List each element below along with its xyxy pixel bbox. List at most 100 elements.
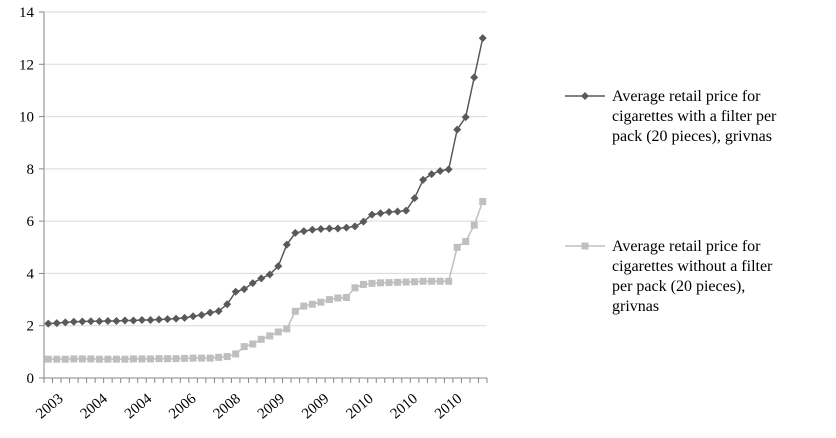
- data-point-marker: [189, 312, 198, 321]
- x-tick-label: 2004: [122, 390, 156, 422]
- data-point-marker: [308, 225, 317, 234]
- data-point-marker: [394, 278, 402, 286]
- series-2: [44, 198, 487, 363]
- data-point-marker: [436, 277, 444, 285]
- y-tick-label: 2: [27, 319, 35, 335]
- axes: [39, 11, 488, 383]
- data-point-marker: [78, 317, 87, 326]
- data-point-marker: [266, 332, 274, 340]
- data-point-marker: [316, 224, 325, 233]
- data-point-marker: [351, 284, 359, 292]
- data-point-marker: [249, 340, 257, 348]
- legend-label: cigarettes with a filter per: [612, 108, 777, 125]
- data-point-marker: [462, 238, 470, 246]
- data-point-marker: [367, 210, 376, 219]
- y-tick-label: 0: [27, 371, 35, 387]
- data-point-marker: [180, 313, 189, 322]
- data-point-marker: [61, 355, 69, 363]
- data-point-marker: [214, 307, 223, 316]
- data-point-marker: [402, 278, 410, 286]
- series-1: [44, 34, 487, 328]
- data-point-marker: [444, 165, 453, 174]
- data-point-marker: [138, 355, 146, 363]
- data-point-marker: [342, 293, 350, 301]
- data-point-marker: [436, 166, 445, 175]
- data-point-marker: [479, 198, 487, 206]
- gridlines: [44, 11, 487, 327]
- data-point-marker: [163, 315, 172, 324]
- data-point-marker: [197, 310, 206, 319]
- data-point-marker: [95, 317, 104, 326]
- data-point-marker: [385, 207, 394, 216]
- data-point-marker: [172, 355, 180, 363]
- data-point-marker: [308, 300, 316, 308]
- legend-marker: [581, 242, 589, 250]
- data-point-marker: [325, 296, 333, 304]
- data-point-marker: [231, 287, 240, 296]
- data-point-marker: [189, 354, 197, 362]
- y-tick-label: 14: [19, 5, 35, 21]
- x-tick-label: 2004: [78, 390, 112, 422]
- data-point-marker: [257, 335, 265, 343]
- data-point-marker: [206, 308, 215, 317]
- data-point-marker: [257, 274, 266, 283]
- data-point-marker: [265, 270, 274, 279]
- data-point-marker: [112, 355, 120, 363]
- data-point-marker: [385, 279, 393, 287]
- y-tick-label: 8: [27, 162, 35, 178]
- y-axis-tick-labels: 0 2 4 6 8 10 12 14: [19, 5, 35, 387]
- legend-label: grivnas: [612, 298, 659, 315]
- x-tick-label: 2010: [388, 391, 421, 423]
- series-line: [48, 201, 484, 360]
- legend-label: per pack (20 pieces),: [612, 278, 745, 295]
- data-point-marker: [103, 317, 112, 326]
- data-point-marker: [334, 294, 342, 302]
- data-point-marker: [350, 222, 359, 231]
- legend-entry-2: Average retail price for cigarettes witho…: [565, 238, 773, 315]
- legend-entry-1: Average retail price for cigarettes with …: [565, 88, 777, 145]
- data-point-marker: [453, 125, 462, 134]
- data-point-marker: [87, 355, 95, 363]
- data-point-marker: [129, 316, 138, 325]
- data-point-marker: [69, 317, 78, 326]
- data-point-marker: [53, 355, 61, 363]
- legend-label: Average retail price for: [612, 238, 761, 255]
- data-point-marker: [155, 355, 163, 363]
- x-tick-label: 2010: [343, 391, 376, 423]
- data-point-marker: [70, 355, 78, 363]
- data-point-marker: [419, 277, 427, 285]
- data-point-marker: [470, 221, 478, 229]
- data-point-marker: [428, 277, 436, 285]
- data-point-marker: [453, 243, 461, 251]
- data-point-marker: [359, 280, 367, 288]
- data-point-marker: [299, 227, 308, 236]
- data-point-marker: [137, 315, 146, 324]
- data-point-marker: [274, 262, 283, 271]
- data-point-marker: [240, 285, 249, 294]
- x-tick-label: 2009: [255, 391, 288, 423]
- legend-label: cigarettes without a filter: [612, 258, 773, 275]
- data-point-marker: [333, 224, 342, 233]
- data-point-marker: [155, 315, 164, 324]
- data-point-marker: [52, 319, 61, 328]
- data-point-marker: [377, 279, 385, 287]
- data-point-marker: [112, 317, 121, 326]
- data-point-marker: [283, 325, 291, 333]
- x-tick-label: 2010: [432, 391, 465, 423]
- x-axis-tick-labels: 2003 2004 2004 2006 2008 2009 2009 2010 2010 2010: [33, 390, 465, 422]
- data-point-marker: [240, 343, 248, 351]
- data-point-marker: [78, 355, 86, 363]
- data-point-marker: [282, 240, 291, 249]
- data-point-marker: [368, 279, 376, 287]
- data-point-marker: [291, 307, 299, 315]
- data-point-marker: [393, 207, 402, 216]
- data-point-marker: [359, 217, 368, 226]
- x-tick-label: 2008: [211, 391, 244, 423]
- data-point-marker: [146, 315, 155, 324]
- legend: Average retail price for cigarettes with …: [565, 88, 777, 315]
- data-point-marker: [61, 318, 70, 327]
- legend-label: pack (20 pieces), grivnas: [612, 128, 772, 145]
- x-tick-label: 2009: [299, 391, 332, 423]
- data-point-marker: [215, 353, 223, 361]
- data-point-marker: [121, 355, 129, 363]
